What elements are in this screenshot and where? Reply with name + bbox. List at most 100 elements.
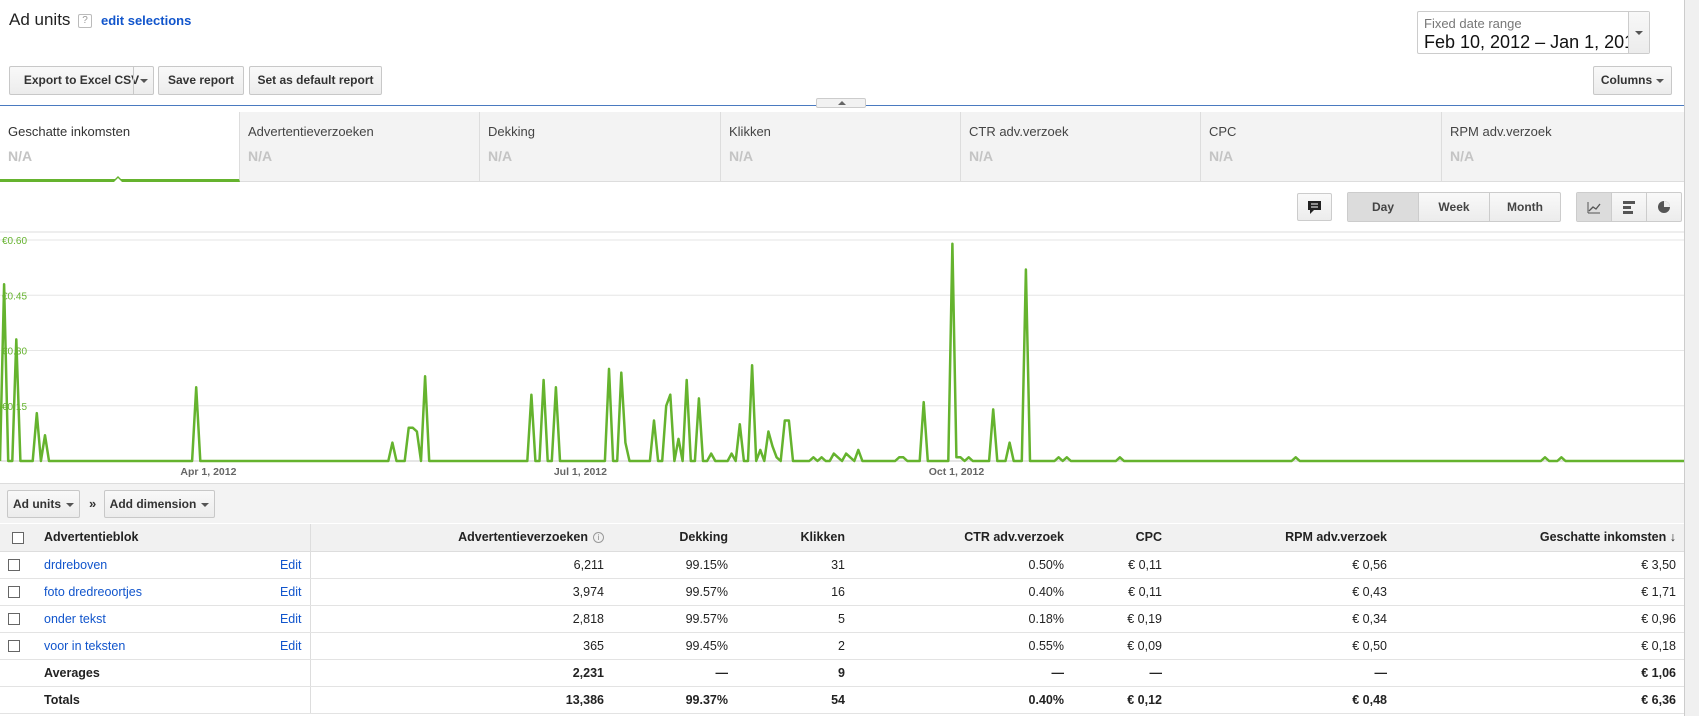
table-cell: € 0,18 <box>1395 632 1684 660</box>
question-icon[interactable]: ? <box>78 14 92 28</box>
column-header-cpc[interactable]: CPC <box>1072 524 1170 552</box>
metric-tab-dekking[interactable]: Dekking N/A <box>480 112 721 182</box>
line-chart-view-button[interactable] <box>1577 193 1612 221</box>
table-cell: € 1,71 <box>1395 578 1684 606</box>
adunit-cell: onder tekst Edit <box>36 605 311 633</box>
column-header-ctr[interactable]: CTR adv.verzoek <box>853 524 1072 552</box>
collapse-handle[interactable] <box>816 98 866 108</box>
export-csv-button[interactable]: Export to Excel CSV <box>9 66 154 95</box>
edit-link[interactable]: Edit <box>279 557 302 572</box>
adunit-link[interactable]: foto dredreoortjes <box>44 584 142 599</box>
metric-tab-ctr[interactable]: CTR adv.verzoek N/A <box>961 112 1201 182</box>
edit-link[interactable]: Edit <box>279 638 302 653</box>
export-options-dropdown[interactable] <box>133 67 153 94</box>
period-day-button[interactable]: Day <box>1348 193 1419 221</box>
table-cell: 5 <box>736 605 853 633</box>
add-dimension-button[interactable]: Add dimension <box>104 490 215 518</box>
series-line <box>0 242 1684 463</box>
column-header-adunit[interactable]: Advertentieblok <box>36 524 311 552</box>
bar-chart-icon <box>1623 201 1635 214</box>
table-cell: € 6,36 <box>1395 686 1684 714</box>
table-cell: 2 <box>736 632 853 660</box>
row-checkbox[interactable] <box>8 613 20 626</box>
row-checkbox[interactable] <box>8 559 20 572</box>
chevron-down-icon <box>140 79 148 83</box>
metric-tab-value: N/A <box>729 148 754 164</box>
row-checkbox-cell <box>0 632 36 660</box>
metric-tab-value: N/A <box>488 148 513 164</box>
ad-units-dimension-button[interactable]: Ad units <box>7 490 80 518</box>
table-cell: € 1,06 <box>1395 659 1684 687</box>
edit-selections-link[interactable]: edit selections <box>101 13 192 28</box>
row-checkbox[interactable] <box>8 586 20 599</box>
adunit-link[interactable]: voor in teksten <box>44 638 126 653</box>
bar-chart-view-button[interactable] <box>1612 193 1647 221</box>
select-all-checkbox[interactable] <box>12 531 24 544</box>
column-header-coverage[interactable]: Dekking <box>612 524 736 552</box>
metric-tab-rpm[interactable]: RPM adv.verzoek N/A <box>1442 112 1684 182</box>
table-cell: 99.57% <box>612 578 736 606</box>
table-cell: — <box>853 659 1072 687</box>
metric-tab-klikken[interactable]: Klikken N/A <box>721 112 961 182</box>
table-row[interactable]: foto dredreoortjes Edit 3,974 99.57% 16 0.40%… <box>0 578 1684 606</box>
table-cell: 2,818 <box>310 605 612 633</box>
row-checkbox[interactable] <box>8 640 20 653</box>
edit-link[interactable]: Edit <box>279 584 302 599</box>
edit-link[interactable]: Edit <box>279 611 302 626</box>
empty-cell <box>0 686 36 714</box>
adunit-link[interactable]: drdreboven <box>44 557 108 572</box>
table-cell: € 0,11 <box>1072 578 1170 606</box>
table-header-row: Advertentieblok Advertentieverzoeken i De… <box>0 524 1684 552</box>
period-selector: Day Week Month <box>1347 192 1561 222</box>
pie-chart-view-button[interactable] <box>1647 193 1682 221</box>
table-cell: € 3,50 <box>1395 551 1684 579</box>
period-week-button[interactable]: Week <box>1419 193 1490 221</box>
table-cell: € 0,12 <box>1072 686 1170 714</box>
column-header-requests[interactable]: Advertentieverzoeken i <box>310 524 612 552</box>
adunit-cell: voor in teksten Edit <box>36 632 311 660</box>
table-row[interactable]: drdreboven Edit 6,211 99.15% 31 0.50% € 0,11 € … <box>0 551 1684 579</box>
comment-icon <box>1308 201 1321 214</box>
averages-row: Averages 2,231—9— — — € 1,06 <box>0 659 1684 687</box>
period-month-button[interactable]: Month <box>1507 200 1543 214</box>
set-default-report-button[interactable]: Set as default report <box>249 66 382 95</box>
window-scrollbar[interactable] <box>1684 0 1699 716</box>
table-cell: 0.55% <box>853 632 1072 660</box>
metric-tab-label: Klikken <box>729 124 771 139</box>
metric-tab-advertentieverzoeken[interactable]: Advertentieverzoeken N/A <box>240 112 480 182</box>
chevron-down-icon <box>1635 31 1643 35</box>
metric-tab-label: Dekking <box>488 124 535 139</box>
metric-tab-label: Advertentieverzoeken <box>248 124 374 139</box>
metric-tab-geschatte-inkomsten[interactable]: Geschatte inkomsten N/A <box>0 112 240 182</box>
adunit-cell: drdreboven Edit <box>36 551 311 579</box>
averages-label: Averages <box>36 659 311 687</box>
totals-row: Totals 13,386 99.37% 54 0.40% € 0,12 € 0,48 € 6… <box>0 686 1684 714</box>
info-icon[interactable]: i <box>593 532 604 544</box>
table-cell: 99.57% <box>612 605 736 633</box>
adunit-link[interactable]: onder tekst <box>44 611 106 626</box>
metric-tab-value: N/A <box>8 148 33 164</box>
metric-tab-value: N/A <box>1450 148 1475 164</box>
column-header-earnings[interactable]: Geschatte inkomsten ↓ <box>1395 524 1684 552</box>
metric-tab-value: N/A <box>248 148 273 164</box>
table-row[interactable]: onder tekst Edit 2,818 99.57% 5 0.18% € 0,19 € … <box>0 605 1684 633</box>
annotation-button[interactable] <box>1297 193 1332 221</box>
table-cell: € 0,34 <box>1170 605 1395 633</box>
table-cell: € 0,48 <box>1170 686 1395 714</box>
date-range-picker[interactable]: Fixed date range Feb 10, 2012 – Jan 1, 2… <box>1417 11 1650 54</box>
save-report-button[interactable]: Save report <box>158 66 244 95</box>
row-checkbox-cell <box>0 551 36 579</box>
adunit-cell: foto dredreoortjes Edit <box>36 578 311 606</box>
column-header-rpm[interactable]: RPM adv.verzoek <box>1170 524 1395 552</box>
column-header-clicks[interactable]: Klikken <box>736 524 853 552</box>
table-cell: 99.15% <box>612 551 736 579</box>
metric-tab-label: Geschatte inkomsten <box>8 124 131 139</box>
date-range-dropdown[interactable] <box>1628 12 1649 53</box>
metric-tab-label: RPM adv.verzoek <box>1450 124 1552 139</box>
table-cell: 54 <box>736 686 853 714</box>
table-cell: — <box>612 659 736 687</box>
table-row[interactable]: voor in teksten Edit 365 99.45% 2 0.55% € 0,09… <box>0 632 1684 660</box>
metric-tab-cpc[interactable]: CPC N/A <box>1201 112 1442 182</box>
metric-tabs: Geschatte inkomsten N/A Advertentieverzo… <box>0 112 1684 182</box>
columns-button[interactable]: Columns <box>1593 66 1672 95</box>
